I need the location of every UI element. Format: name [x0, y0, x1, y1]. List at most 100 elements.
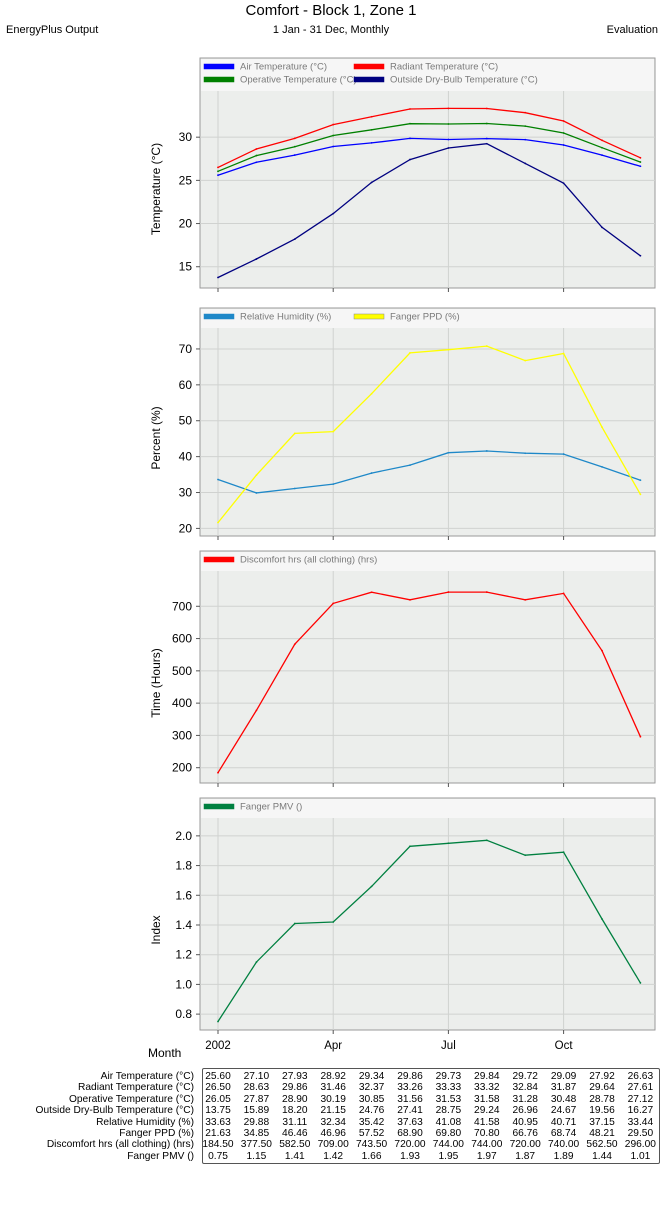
data-point — [485, 591, 488, 593]
data-point — [485, 345, 488, 347]
data-point — [217, 276, 219, 279]
legend-label: Fanger PMV () — [240, 802, 302, 813]
data-point — [255, 148, 258, 150]
series-line — [217, 143, 641, 279]
legend-label: Air Temperature (°C) — [240, 62, 327, 73]
data-point — [332, 123, 335, 126]
y-axis-title: Time (Hours) — [149, 648, 163, 718]
table-cell: 66.76 — [512, 1127, 538, 1139]
table-cell: 30.85 — [358, 1093, 385, 1105]
table-row-label: Outside Dry-Bulb Temperature (°C) — [35, 1105, 194, 1117]
data-point — [447, 147, 450, 149]
data-point — [447, 591, 450, 593]
series-line — [217, 450, 641, 494]
table-row: Fanger PMV () 0.75 1.15 1.41 1.42 1.66 1.93 1.9… — [0, 1151, 662, 1162]
table-cell: 28.78 — [589, 1093, 615, 1105]
table-cell: 27.61 — [627, 1082, 654, 1094]
table-cell: 37.15 — [589, 1116, 615, 1128]
table-row: Outside Dry-Bulb Temperature (°C) 13.75 15… — [0, 1105, 662, 1116]
data-point — [562, 132, 565, 134]
table-row-label: Discomfort hrs (all clothing) (hrs) — [46, 1139, 194, 1151]
y-tick-label: 60 — [179, 378, 193, 392]
table-cell: 29.84 — [474, 1071, 500, 1082]
data-point — [332, 921, 335, 923]
table-cell: 29.73 — [435, 1071, 462, 1082]
legend-swatch — [203, 76, 235, 83]
series-line — [217, 122, 641, 172]
legend-swatch — [203, 803, 235, 810]
y-tick-label: 1.2 — [175, 948, 192, 962]
data-point — [293, 922, 296, 925]
x-tick-label: Apr — [324, 1040, 342, 1052]
data-point — [217, 478, 219, 481]
table-cell: 31.58 — [474, 1093, 500, 1105]
table-row: Radiant Temperature (°C) 26.50 28.63 29.86 3… — [0, 1082, 662, 1093]
series-line — [217, 137, 641, 176]
plot-area — [199, 307, 656, 537]
data-point — [562, 182, 565, 185]
data-point — [255, 961, 258, 964]
data-point — [293, 487, 296, 490]
data-point — [255, 709, 258, 712]
data-point — [485, 122, 488, 125]
series-line — [217, 345, 641, 524]
data-point — [485, 107, 488, 110]
table-cell: 1.87 — [515, 1150, 536, 1162]
charts-canvas: 15 20 25 30 Temperature (°C) Air Temperature … — [149, 57, 656, 1052]
data-point — [601, 146, 603, 149]
table-cell: 27.10 — [243, 1071, 270, 1082]
legend-label: Operative Temperature (°C) — [240, 75, 357, 86]
table-cell: 31.46 — [320, 1082, 346, 1094]
report-source-label: EnergyPlus Output — [6, 24, 99, 36]
table-cell: 1.66 — [361, 1150, 382, 1162]
data-point — [293, 432, 296, 435]
table-cell: 1.41 — [284, 1150, 305, 1162]
table-cell: 33.33 — [435, 1082, 462, 1094]
table-cell: 41.58 — [474, 1116, 500, 1128]
table-cell: 582.50 — [279, 1139, 311, 1151]
chart-panel-3: 200 300 400 500 600 700 Time (Hours) Discomfort… — [149, 550, 656, 787]
x-tick-label: Oct — [555, 1040, 574, 1052]
table-cell: 57.52 — [358, 1127, 385, 1139]
table-cell: 40.95 — [512, 1116, 538, 1128]
data-point — [370, 591, 373, 594]
data-point — [524, 452, 527, 455]
y-tick-label: 40 — [179, 450, 193, 464]
table-cell: 68.90 — [397, 1127, 423, 1139]
data-point — [370, 472, 373, 474]
table-cell: 29.34 — [358, 1071, 385, 1082]
table-row-label: Fanger PPD (%) — [119, 1127, 194, 1139]
table-cell: 720.00 — [394, 1139, 426, 1151]
data-point — [601, 649, 603, 652]
table-cell: 46.46 — [282, 1127, 308, 1139]
data-point — [562, 144, 565, 146]
data-point — [524, 162, 527, 165]
table-cell: 31.53 — [435, 1093, 462, 1105]
data-point — [447, 842, 450, 845]
plot-area — [199, 57, 656, 289]
data-point — [255, 492, 258, 494]
legend-swatch — [203, 63, 235, 70]
table-cell: 709.00 — [317, 1139, 349, 1151]
table-cell: 31.56 — [397, 1093, 423, 1105]
page-title: Comfort - Block 1, Zone 1 — [245, 2, 417, 19]
table-cell: 70.80 — [474, 1127, 500, 1139]
table-cell: 184.50 — [202, 1139, 234, 1151]
data-point — [524, 854, 527, 857]
data-point — [255, 154, 258, 157]
table-cell: 743.50 — [356, 1139, 388, 1151]
table-cell: 29.24 — [474, 1105, 500, 1117]
y-tick-label: 400 — [172, 696, 192, 710]
table-cell: 740.00 — [548, 1139, 580, 1151]
table-cell: 34.85 — [243, 1127, 270, 1139]
legend-band — [201, 799, 654, 818]
table-row: Discomfort hrs (all clothing) (hrs) 184.5… — [0, 1139, 662, 1150]
table-cell: 1.97 — [476, 1150, 497, 1162]
table-cell: 27.12 — [627, 1093, 654, 1105]
table-cell: 33.26 — [397, 1082, 423, 1094]
data-point — [370, 141, 373, 144]
table-cell: 0.75 — [208, 1150, 228, 1162]
table-cell: 28.63 — [243, 1082, 270, 1094]
data-point — [562, 352, 565, 355]
plot-area — [199, 550, 656, 784]
